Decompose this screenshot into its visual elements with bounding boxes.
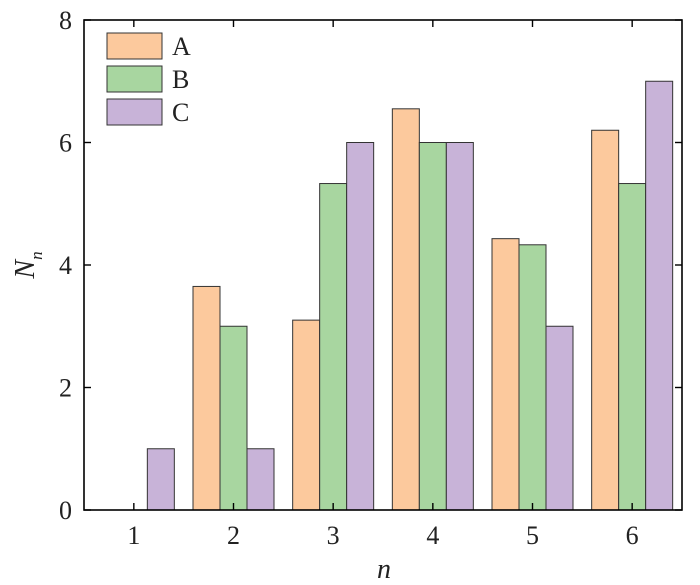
bar-B-4 xyxy=(418,142,447,511)
x-tick-label: 3 xyxy=(327,521,340,550)
legend-swatch-C xyxy=(106,98,163,126)
bar-A-4 xyxy=(391,108,420,511)
y-axis-title-main: N xyxy=(10,259,41,280)
x-tick-label: 5 xyxy=(526,521,539,550)
bar-A-5 xyxy=(491,238,520,511)
y-tick-label: 8 xyxy=(59,6,72,35)
y-axis-title-subscript: n xyxy=(27,251,46,260)
bar-A-3 xyxy=(292,319,321,511)
legend-label-B: B xyxy=(172,65,189,94)
bar-C-6 xyxy=(645,80,674,511)
legend-swatch-B xyxy=(106,65,163,93)
x-tick-label: 4 xyxy=(426,521,439,550)
legend-swatch-A xyxy=(106,32,163,60)
y-axis-title-group: Nn xyxy=(10,251,46,279)
bar-A-2 xyxy=(192,285,221,511)
y-tick-label: 4 xyxy=(59,251,72,280)
x-tick-label: 1 xyxy=(127,521,140,550)
bar-B-6 xyxy=(618,183,647,511)
bar-B-3 xyxy=(319,183,348,511)
bar-B-5 xyxy=(518,244,547,511)
y-axis-title: Nn xyxy=(10,251,46,279)
y-tick-label: 6 xyxy=(59,129,72,158)
bar-C-1 xyxy=(146,448,175,511)
bars-layer xyxy=(146,80,674,511)
x-tick-label: 2 xyxy=(227,521,240,550)
y-tick-label: 0 xyxy=(59,496,72,525)
x-axis-title: n xyxy=(377,554,391,585)
legend-label-A: A xyxy=(172,32,191,61)
bar-C-4 xyxy=(445,142,474,511)
x-tick-label: 6 xyxy=(626,521,639,550)
bar-C-3 xyxy=(346,142,375,511)
bar-C-2 xyxy=(246,448,275,511)
legend: ABC xyxy=(106,32,191,127)
bar-A-6 xyxy=(591,129,620,511)
y-tick-label: 2 xyxy=(59,374,72,403)
bar-C-5 xyxy=(545,325,574,511)
y-axis-ticks: 0 2 4 6 8 xyxy=(59,6,682,525)
x-axis-ticks: 1 2 3 4 5 6 xyxy=(127,20,639,550)
legend-label-C: C xyxy=(172,98,189,127)
bar-B-2 xyxy=(219,325,248,511)
